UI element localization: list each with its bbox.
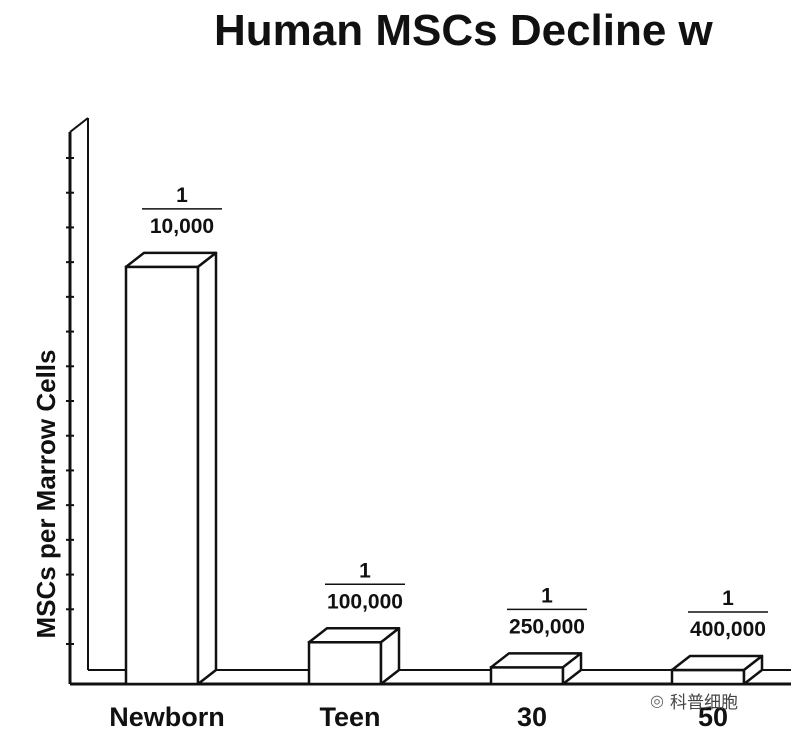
- value-label-numerator: 1: [541, 584, 553, 607]
- value-label-denominator: 400,000: [690, 618, 766, 641]
- x-tick-label: Newborn: [109, 702, 225, 732]
- bars-group: [124, 251, 764, 686]
- value-label-numerator: 1: [722, 587, 734, 610]
- bar: [124, 251, 218, 686]
- bar-front: [489, 666, 565, 686]
- bar-side: [561, 652, 583, 686]
- labels-group: 1 10,000 Newborn 1 100,000 Teen 1 250,000 30 1 400…: [109, 184, 768, 732]
- watermark-text: 科普细胞: [669, 693, 738, 713]
- x-tick-label: 50: [698, 702, 728, 732]
- y-axis-top-edge: [69, 117, 89, 133]
- bar: [489, 652, 583, 686]
- wechat-icon: ◎: [650, 691, 664, 710]
- value-label-denominator: 250,000: [509, 615, 585, 638]
- chart-title: Human MSCs Decline w: [214, 6, 713, 55]
- value-label-denominator: 100,000: [327, 590, 403, 613]
- bar-front: [124, 265, 200, 686]
- bar-front: [307, 641, 383, 686]
- bar-side: [196, 251, 218, 686]
- bar: [307, 627, 401, 686]
- x-tick-label: Teen: [319, 702, 380, 732]
- bar-front: [670, 668, 746, 686]
- value-label-denominator: 10,000: [150, 215, 214, 238]
- value-label-numerator: 1: [359, 559, 371, 582]
- value-label-numerator: 1: [176, 184, 188, 207]
- x-tick-label: 30: [517, 702, 547, 732]
- bar-side: [742, 654, 764, 686]
- bar: [670, 654, 764, 686]
- watermark: ◎ 科普细胞: [650, 688, 738, 713]
- y-axis-label: MSCs per Marrow Cells: [31, 350, 61, 639]
- bar-side: [379, 627, 401, 686]
